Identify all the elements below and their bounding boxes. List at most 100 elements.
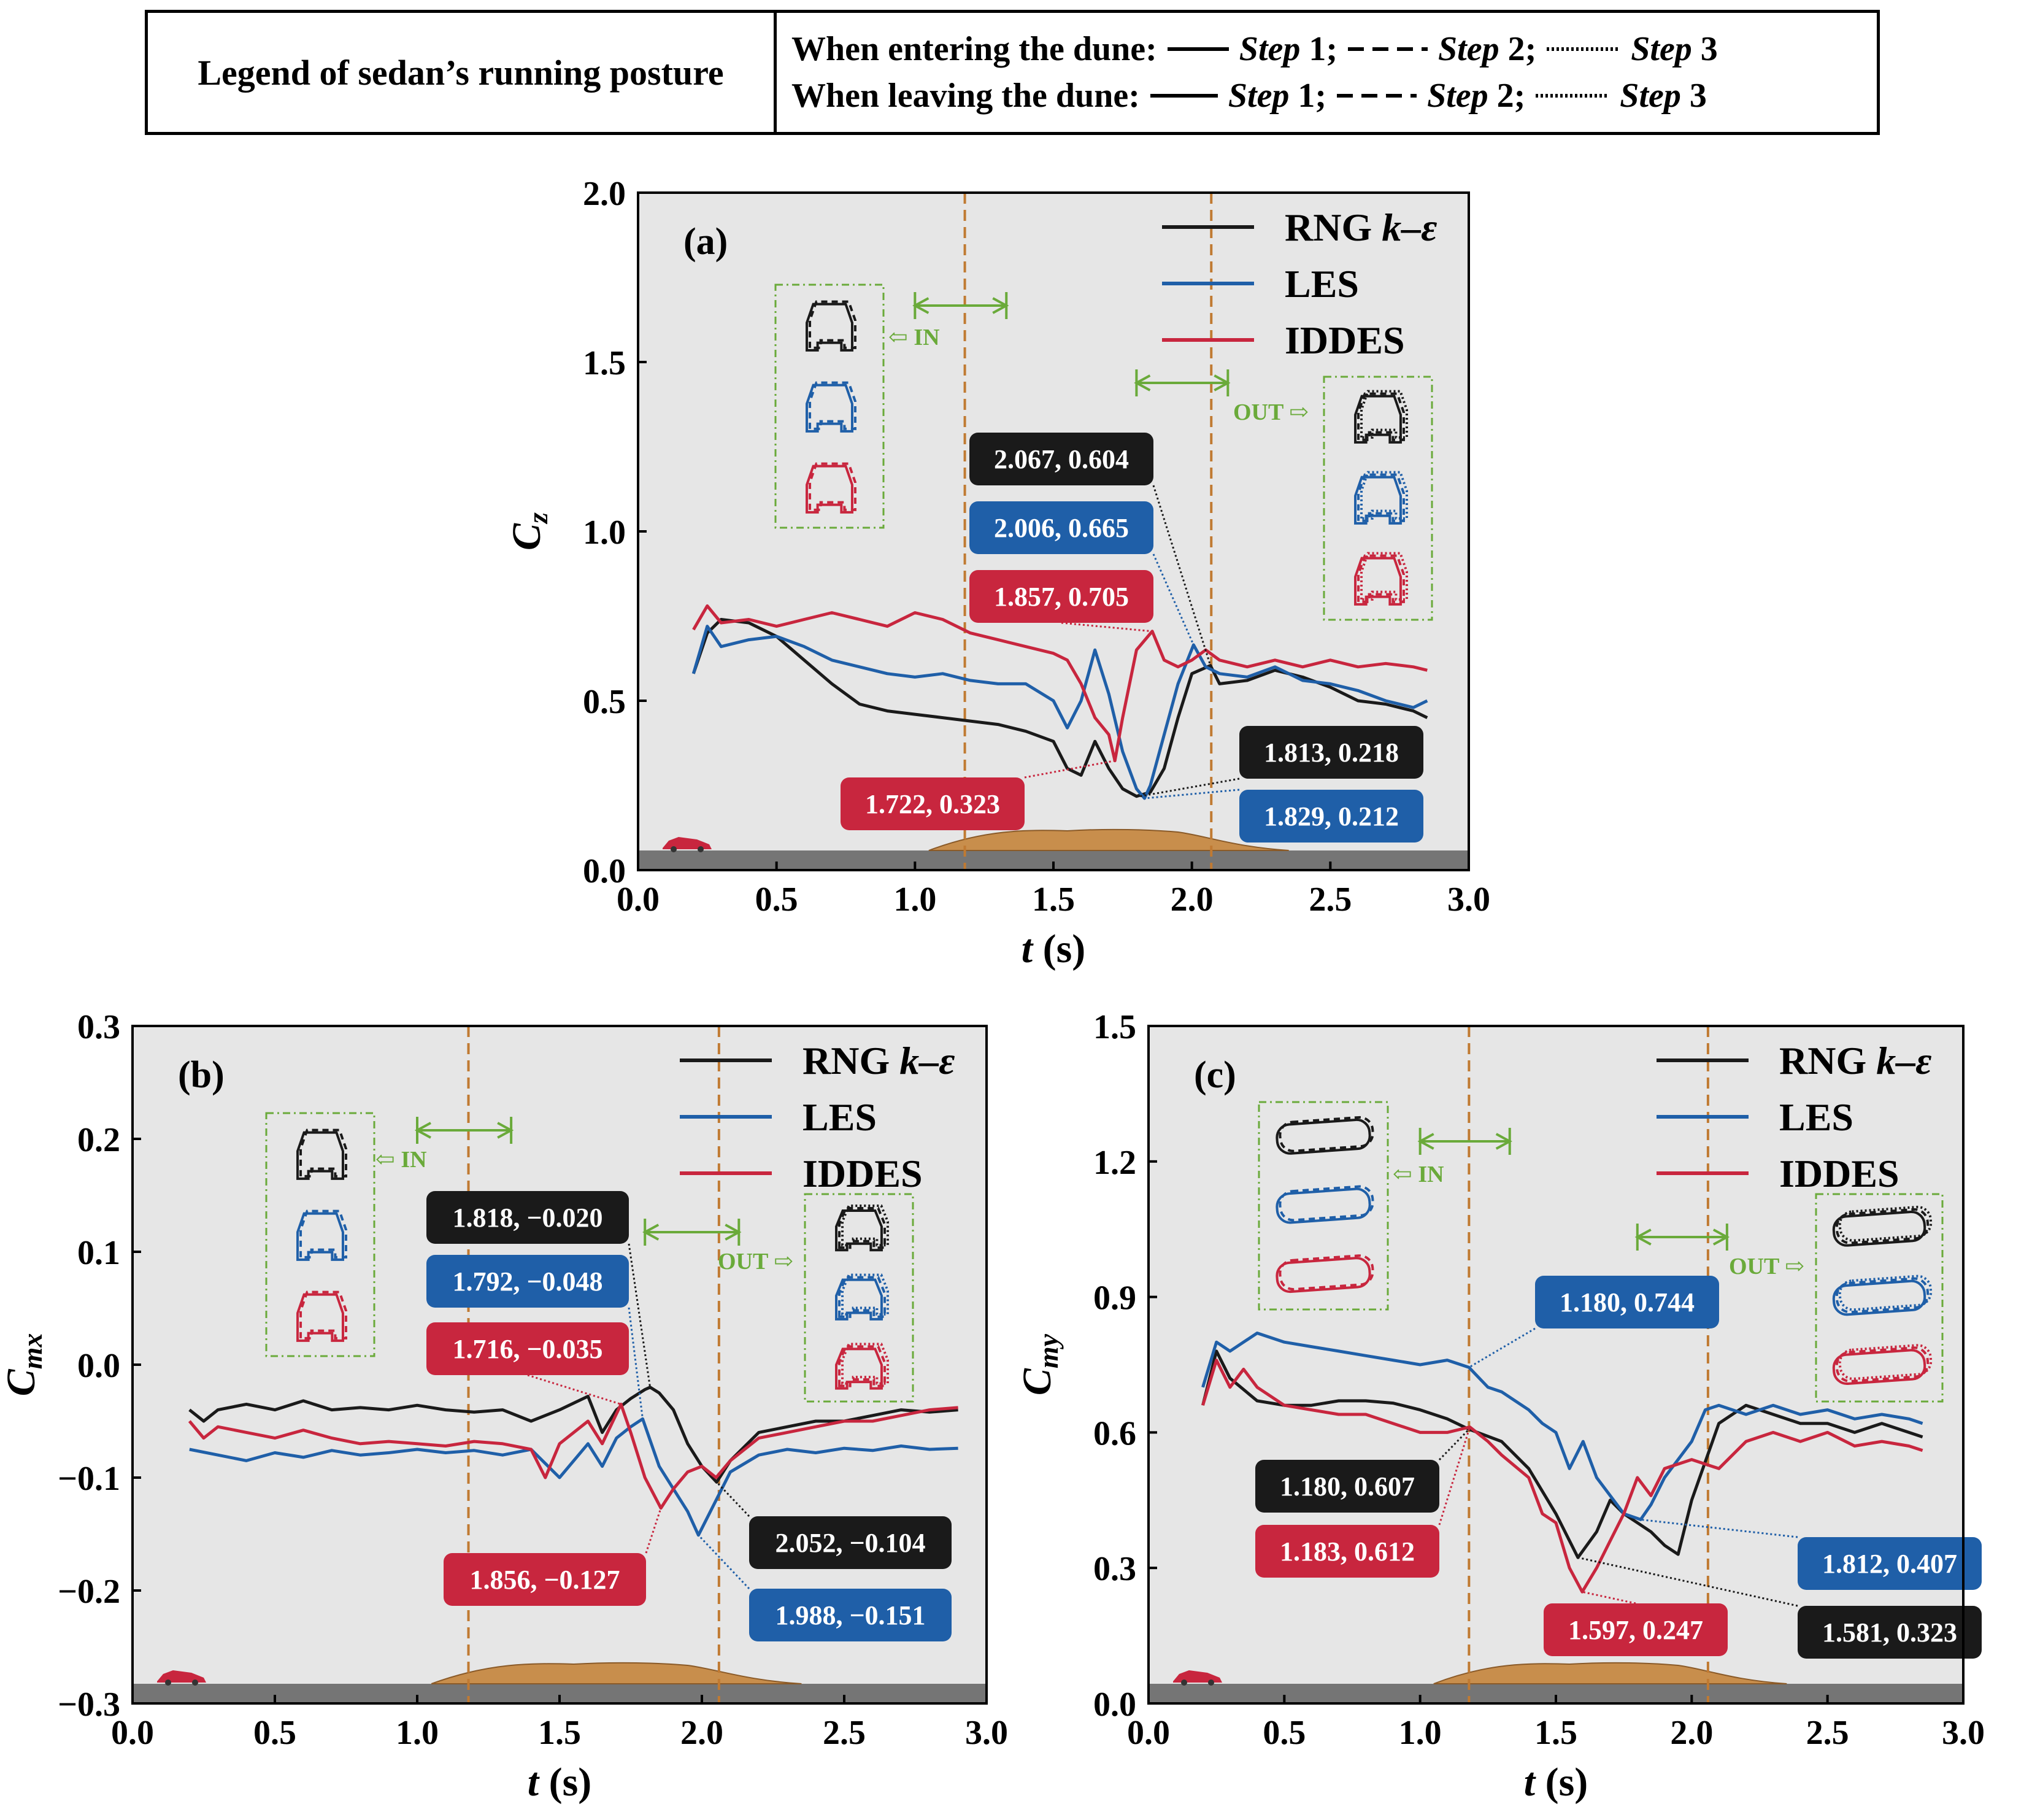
legend-step2: 2; [1507,30,1537,68]
sedan-outline-icon [841,1204,889,1247]
x-tick-label: 0.5 [253,1714,296,1752]
sedan-outline-icon [1354,476,1402,525]
annotation-leader [645,1508,662,1554]
wheel-icon [192,1679,198,1686]
x-tick-label: 1.0 [396,1714,439,1752]
out-label: OUT ⇨ [1729,1254,1804,1279]
inset-frame [1815,1193,1944,1403]
legend-label: RNG k–ε [1779,1039,1931,1082]
annotation-leader [527,1374,622,1405]
annotation-label: 1.813, 0.218 [1264,738,1399,768]
x-tick-label: 1.5 [538,1714,581,1752]
annotation-box [426,1322,629,1375]
dashed-line-icon [1348,47,1428,51]
y-tick-label: 0.9 [1093,1279,1136,1317]
sedan-outline-icon [835,1209,883,1252]
series-line [188,1386,958,1484]
y-axis-label: Cmy [1015,1333,1064,1395]
x-tick-label: 0.5 [755,881,798,919]
panel-label: (a) [683,221,728,263]
x-tick-label: 0.0 [1127,1714,1170,1752]
annotation-box [969,570,1153,623]
sand-dune [1433,1662,1787,1684]
out-label: OUT ⇨ [1233,399,1309,425]
annotation-box [969,433,1153,485]
x-axis-label: t (s) [1022,927,1086,971]
annotation-box [1239,726,1423,779]
x-tick-label: 2.0 [680,1714,723,1752]
solid-line-icon [1167,47,1229,51]
chart-panel-b: ⇦ IN OUT ⇨ 1.818, −0.020 1.792, −0.048 1.716… [0,1008,1008,1805]
annotation-leader [1152,553,1195,646]
inset-frame [774,283,885,529]
legend-step-word: Step [1620,77,1681,115]
annotation-box [1255,1460,1439,1513]
x-tick-label: 2.5 [1806,1714,1849,1752]
x-tick-label: 2.5 [1309,881,1352,919]
dashed-line-icon [1337,94,1417,98]
y-tick-label: 0.3 [77,1008,120,1046]
sedan-outline-icon [1354,395,1402,444]
legend-step-word: Step [1438,30,1499,68]
sedan-outline-icon [296,1131,344,1180]
annotation-label: 1.792, −0.048 [452,1267,602,1297]
annotation-box [444,1553,646,1606]
annotation-box [426,1191,629,1244]
annotation-leader [628,1307,644,1419]
legend-step-word: Step [1228,77,1290,115]
y-tick-label: 0.0 [1093,1686,1136,1724]
sedan-outline-icon [838,1276,886,1318]
x-axis-label: t (s) [528,1760,592,1805]
legend-label: LES [1779,1095,1853,1139]
annotation-leader [1438,1429,1470,1461]
sedan-outline-icon [1832,1210,1926,1247]
y-tick-label: 1.0 [583,514,626,552]
legend-label: LES [1285,262,1359,306]
legend-label: RNG k–ε [1285,206,1437,249]
sedan-outline-icon [1357,392,1405,441]
sedan-outline-icon [841,1343,889,1385]
annotation-box [841,777,1025,830]
y-tick-label: 0.6 [1093,1414,1136,1452]
sand-dune [431,1662,802,1684]
inset-frame [265,1112,375,1357]
x-tick-label: 1.0 [893,881,936,919]
annotation-leader [698,1534,750,1590]
panel-label: (c) [1194,1054,1236,1096]
sedan-outline-icon [1835,1277,1930,1314]
series-line [189,1417,958,1537]
legend-row-leaving: When leaving the dune: Step 1; Step 2; S… [791,72,1877,119]
y-axis-label: Cz [504,512,553,550]
annotation-label: 1.857, 0.705 [994,582,1129,612]
sedan-icon [1173,1670,1222,1683]
x-tick-label: 1.5 [1534,1714,1577,1752]
sedan-icon [663,837,712,849]
sedan-outline-icon [296,1212,344,1261]
annotation-label: 1.180, 0.744 [1560,1287,1695,1317]
y-tick-label: 1.5 [1093,1008,1136,1046]
sedan-outline-icon [835,1278,883,1321]
sedan-outline-icon [806,465,853,514]
legend-title: Legend of sedan’s running posture [148,13,777,132]
legend-label: IDDES [1285,318,1405,362]
annotation-box [1798,1606,1982,1659]
sedan-outline-icon [838,1206,886,1249]
wheel-icon [1208,1679,1214,1686]
panel-label: (b) [178,1054,225,1096]
series-line [1201,1349,1923,1559]
annotation-box [969,501,1153,554]
legend-step3: 3 [1689,77,1707,115]
annotation-label: 1.829, 0.212 [1264,801,1399,831]
sedan-outline-icon [1279,1254,1374,1291]
wheel-icon [1181,1679,1187,1686]
sedan-outline-icon [838,1345,886,1387]
sedan-outline-icon [1357,473,1405,522]
sedan-outline-icon [841,1273,889,1316]
y-tick-label: −0.1 [58,1460,120,1498]
annotation-leader [628,1243,652,1388]
dotted-line-icon [1536,94,1610,98]
annotation-label: 1.597, 0.247 [1568,1615,1703,1645]
y-tick-label: 1.5 [583,344,626,382]
sedan-outline-icon [1279,1116,1374,1152]
